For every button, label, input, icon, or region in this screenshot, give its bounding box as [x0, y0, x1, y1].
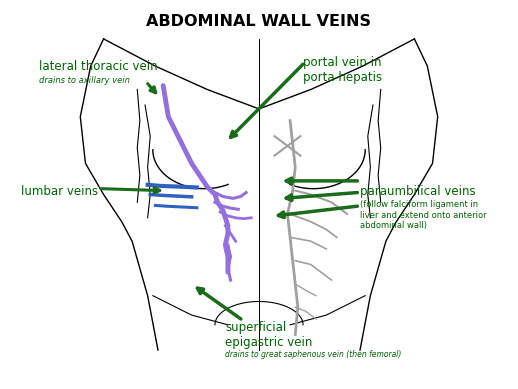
Text: lateral thoracic vein: lateral thoracic vein	[39, 60, 157, 73]
Text: superficial
epigastric vein: superficial epigastric vein	[225, 321, 313, 349]
Text: (follow falciform ligament in
liver and extend onto anterior
abdominal wall): (follow falciform ligament in liver and …	[360, 200, 486, 230]
Text: lumbar veins: lumbar veins	[21, 185, 98, 198]
Text: portal vein in
porta hepatis: portal vein in porta hepatis	[303, 56, 382, 84]
Text: ABDOMINAL WALL VEINS: ABDOMINAL WALL VEINS	[147, 14, 371, 29]
Text: drains to axillary vein: drains to axillary vein	[39, 76, 130, 85]
Text: paraumbilical veins: paraumbilical veins	[360, 185, 476, 198]
Text: drains to great saphenous vein (then femoral): drains to great saphenous vein (then fem…	[225, 350, 401, 359]
